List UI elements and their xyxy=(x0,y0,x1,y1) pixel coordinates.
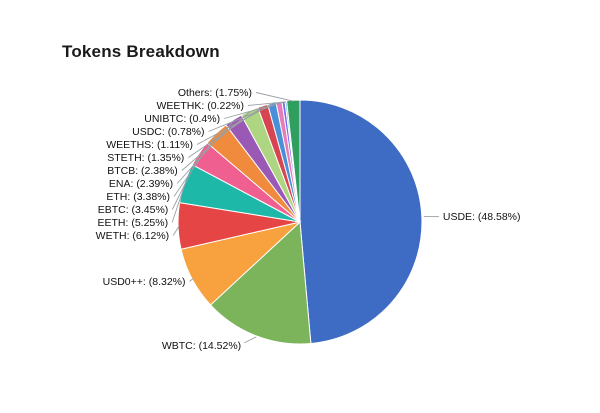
leader-line xyxy=(255,92,294,102)
leader-line xyxy=(171,183,186,223)
pie-slice-wbtc[interactable] xyxy=(209,220,312,345)
slice-label-others: Others: (1.75%) xyxy=(178,87,252,99)
slice-label-weeths: WEETHS: (1.11%) xyxy=(106,139,193,151)
slice-label-eeth: EETH: (5.25%) xyxy=(97,217,168,229)
leader-line xyxy=(173,133,218,197)
leader-line xyxy=(243,336,257,344)
leader-line xyxy=(208,102,280,132)
slice-label-weethk: WEETHK: (0.22%) xyxy=(156,100,244,112)
leader-line xyxy=(181,111,251,171)
leader-line xyxy=(176,120,235,184)
pie-slice-others[interactable] xyxy=(286,99,301,223)
slice-label-usdc: USDC: (0.78%) xyxy=(132,126,204,138)
slice-label-weth: WETH: (6.12%) xyxy=(96,230,170,242)
slice-label-ena: ENA: (2.39%) xyxy=(109,178,173,190)
pie-slice-usde[interactable] xyxy=(299,99,423,345)
leader-line xyxy=(188,106,264,158)
chart-title: Tokens Breakdown xyxy=(62,42,220,61)
slice-label-steth: STETH: (1.35%) xyxy=(107,152,184,164)
leader-line xyxy=(189,278,194,282)
leader-line xyxy=(247,101,286,106)
leader-line xyxy=(172,225,180,236)
slice-label-wbtc: WBTC: (14.52%) xyxy=(162,340,241,352)
slice-label-usd0: USD0++: (8.32%) xyxy=(103,276,186,288)
slice-label-btcb: BTCB: (2.38%) xyxy=(107,165,178,177)
slice-label-usde: USDE: (48.58%) xyxy=(443,211,521,223)
leader-line xyxy=(223,101,284,119)
slice-label-unibtc: UNIBTC: (0.4%) xyxy=(144,113,220,125)
slice-label-ebtc: EBTC: (3.45%) xyxy=(98,204,169,216)
slice-label-eth: ETH: (3.38%) xyxy=(106,191,170,203)
